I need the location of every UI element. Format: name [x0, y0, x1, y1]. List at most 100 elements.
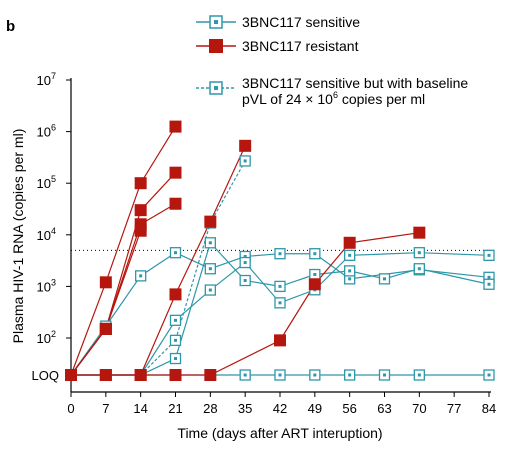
sensitive-point-dot [278, 301, 282, 305]
sensitive-point-dot [139, 274, 143, 278]
sensitive-point-dot [208, 241, 212, 245]
x-tick-label: 49 [308, 401, 322, 416]
resistant-point [169, 369, 182, 381]
y-tick-base: 10 [37, 228, 51, 243]
resistant-point [204, 369, 217, 381]
sensitive-point-dot [383, 277, 386, 281]
sensitive-point-dot [487, 373, 491, 377]
y-tick-exponent: 4 [51, 226, 56, 236]
resistant-point [134, 369, 147, 381]
legend-baseline-dot [214, 86, 218, 90]
sensitive-point-dot [348, 277, 352, 281]
sensitive-point-dot [487, 275, 491, 279]
sensitive-point-dot [313, 273, 317, 277]
series-layer [65, 120, 495, 381]
resistant-point [239, 139, 252, 152]
x-tick-label: 7 [102, 401, 109, 416]
legend-baseline-label-line1: 3BNC117 sensitive but with baseline [242, 75, 468, 91]
sensitive-series-line [70, 252, 490, 376]
x-tick-label: 56 [342, 401, 356, 416]
resistant-point [204, 215, 217, 228]
resistant-point [274, 334, 286, 347]
sensitive-point-dot [278, 373, 282, 377]
sensitive-point-dot [278, 252, 282, 256]
y-tick-exponent: 7 [51, 71, 56, 81]
resistant-point [308, 278, 321, 291]
sensitive-point-dot [417, 267, 421, 271]
resistant-series-line [70, 203, 176, 376]
y-tick-label: 107 [37, 71, 56, 88]
legend-baseline-suffix: copies per ml [338, 91, 425, 107]
y-tick-base: 10 [37, 125, 51, 140]
y-tick-label: 106 [37, 123, 56, 140]
sensitive-point-dot [243, 261, 247, 265]
x-axis-title: Time (days after ART interuption) [177, 425, 382, 441]
x-tick-label: 77 [447, 401, 461, 416]
resistant-point [134, 204, 147, 217]
resistant-point [169, 120, 182, 133]
y-tick-label: 103 [37, 277, 56, 294]
sensitive-point-dot [383, 373, 386, 377]
resistant-series-line [70, 126, 177, 376]
y-tick-label-loq: LOQ [32, 368, 59, 383]
resistant-point [99, 369, 112, 381]
sensitive-point-dot [243, 279, 247, 283]
resistant-point [169, 197, 182, 210]
sensitive-point-dot [174, 318, 177, 322]
y-tick-exponent: 5 [51, 174, 56, 184]
resistant-point [99, 276, 112, 289]
y-tick-exponent: 2 [51, 329, 56, 339]
sensitive-point-dot [208, 288, 212, 292]
sensitive-point-dot [174, 251, 177, 255]
legend-item-resistant: 3BNC117 resistant [196, 38, 359, 54]
resistant-point [169, 288, 182, 301]
sensitive-point-dot [487, 282, 491, 286]
y-tick-exponent: 6 [51, 123, 56, 133]
sensitive-point-dot [174, 357, 177, 361]
legend-baseline-label-line2: pVL of 24 × 106 copies per ml [242, 90, 425, 107]
resistant-point [65, 369, 77, 381]
x-tick-label: 63 [377, 401, 391, 416]
sensitive-point-dot [278, 284, 282, 288]
y-tick-base: 10 [37, 331, 51, 346]
y-tick-label: 102 [37, 329, 56, 346]
x-tick-label: 14 [133, 401, 147, 416]
sensitive-point-dot [243, 373, 247, 377]
x-tick-label: 42 [273, 401, 287, 416]
resistant-point [134, 224, 147, 237]
resistant-point [413, 226, 426, 239]
baseline-point-dot [243, 159, 247, 163]
legend-item-sensitive: 3BNC117 sensitive [196, 14, 360, 30]
resistant-series-line [70, 230, 142, 376]
y-tick-base: 10 [37, 279, 51, 294]
sensitive-point-dot [348, 373, 352, 377]
sensitive-point-dot [243, 254, 247, 258]
legend-sensitive-label: 3BNC117 sensitive [242, 14, 360, 30]
legend-resistant-marker [209, 39, 223, 53]
sensitive-point-dot [313, 373, 317, 377]
axes: 0 7 14 21 28 35 42 49 56 63 70 77 841071061051041031… [32, 71, 497, 416]
panel-label: b [6, 18, 15, 35]
sensitive-point-dot [417, 373, 421, 377]
baseline-point-dot [174, 338, 177, 342]
y-tick-label: 105 [37, 174, 56, 191]
y-tick-exponent: 3 [51, 277, 56, 287]
legend-item-baseline: 3BNC117 sensitive but with baseline pVL … [196, 75, 468, 107]
sensitive-point-dot [208, 267, 212, 271]
sensitive-series-line [71, 241, 490, 376]
y-tick-base: 10 [37, 176, 51, 191]
legend-sensitive-dot [214, 20, 218, 24]
resistant-point [169, 166, 182, 179]
x-tick-label: 0 [67, 401, 74, 416]
sensitive-point-dot [348, 269, 352, 273]
sensitive-point-dot [417, 251, 421, 255]
resistant-point [343, 236, 356, 249]
baseline-series-line [140, 160, 246, 376]
legend: 3BNC117 sensitive 3BNC117 resistant 3BNC… [196, 14, 468, 107]
y-tick-base: 10 [37, 73, 51, 88]
y-axis-title: Plasma HIV-1 RNA (copies per ml) [10, 129, 26, 344]
x-tick-label: 84 [482, 401, 496, 416]
sensitive-point-dot [348, 253, 352, 257]
x-tick-label: 28 [203, 401, 217, 416]
